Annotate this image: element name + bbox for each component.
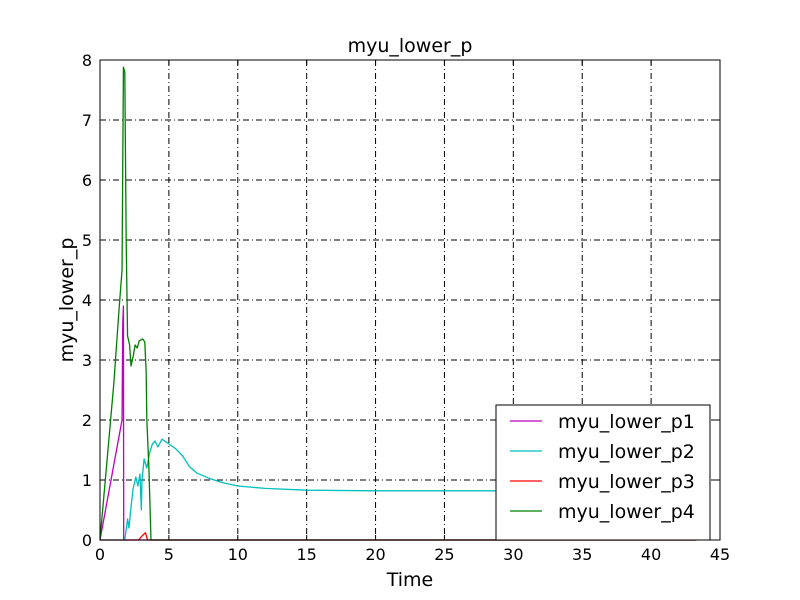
x-tick-label: 5 — [164, 545, 174, 564]
x-tick-label: 40 — [641, 545, 661, 564]
y-tick-label: 3 — [82, 351, 92, 370]
y-tick-label: 7 — [82, 111, 92, 130]
x-tick-label: 35 — [572, 545, 592, 564]
x-tick-label: 0 — [95, 545, 105, 564]
x-tick-label: 25 — [434, 545, 454, 564]
y-tick-label: 4 — [82, 291, 92, 310]
series-line-myu_lower_p4 — [99, 66, 697, 541]
x-tick-label: 20 — [365, 545, 385, 564]
y-tick-label: 8 — [82, 51, 92, 70]
x-tick-label: 30 — [503, 545, 523, 564]
legend-label: myu_lower_p1 — [558, 411, 695, 433]
chart-title: myu_lower_p — [348, 35, 473, 57]
x-axis-label: Time — [386, 569, 434, 591]
y-axis-label: myu_lower_p — [56, 238, 78, 363]
y-tick-label: 0 — [82, 531, 92, 550]
legend-label: myu_lower_p3 — [558, 471, 695, 493]
x-tick-label: 45 — [710, 545, 730, 564]
series-layer — [99, 66, 697, 541]
y-tick-label: 1 — [82, 471, 92, 490]
legend-label: myu_lower_p2 — [558, 441, 695, 463]
y-tick-label: 2 — [82, 411, 92, 430]
x-tick-label: 15 — [296, 545, 316, 564]
y-tick-label: 6 — [82, 171, 92, 190]
y-tick-label: 5 — [82, 231, 92, 250]
legend-box — [495, 404, 711, 541]
x-tick-label: 10 — [228, 545, 248, 564]
legend-label: myu_lower_p4 — [558, 501, 695, 523]
legend: myu_lower_p1 myu_lower_p2 myu_lower_p3 myu_… — [495, 404, 711, 541]
series-line-myu_lower_p2 — [100, 438, 697, 541]
